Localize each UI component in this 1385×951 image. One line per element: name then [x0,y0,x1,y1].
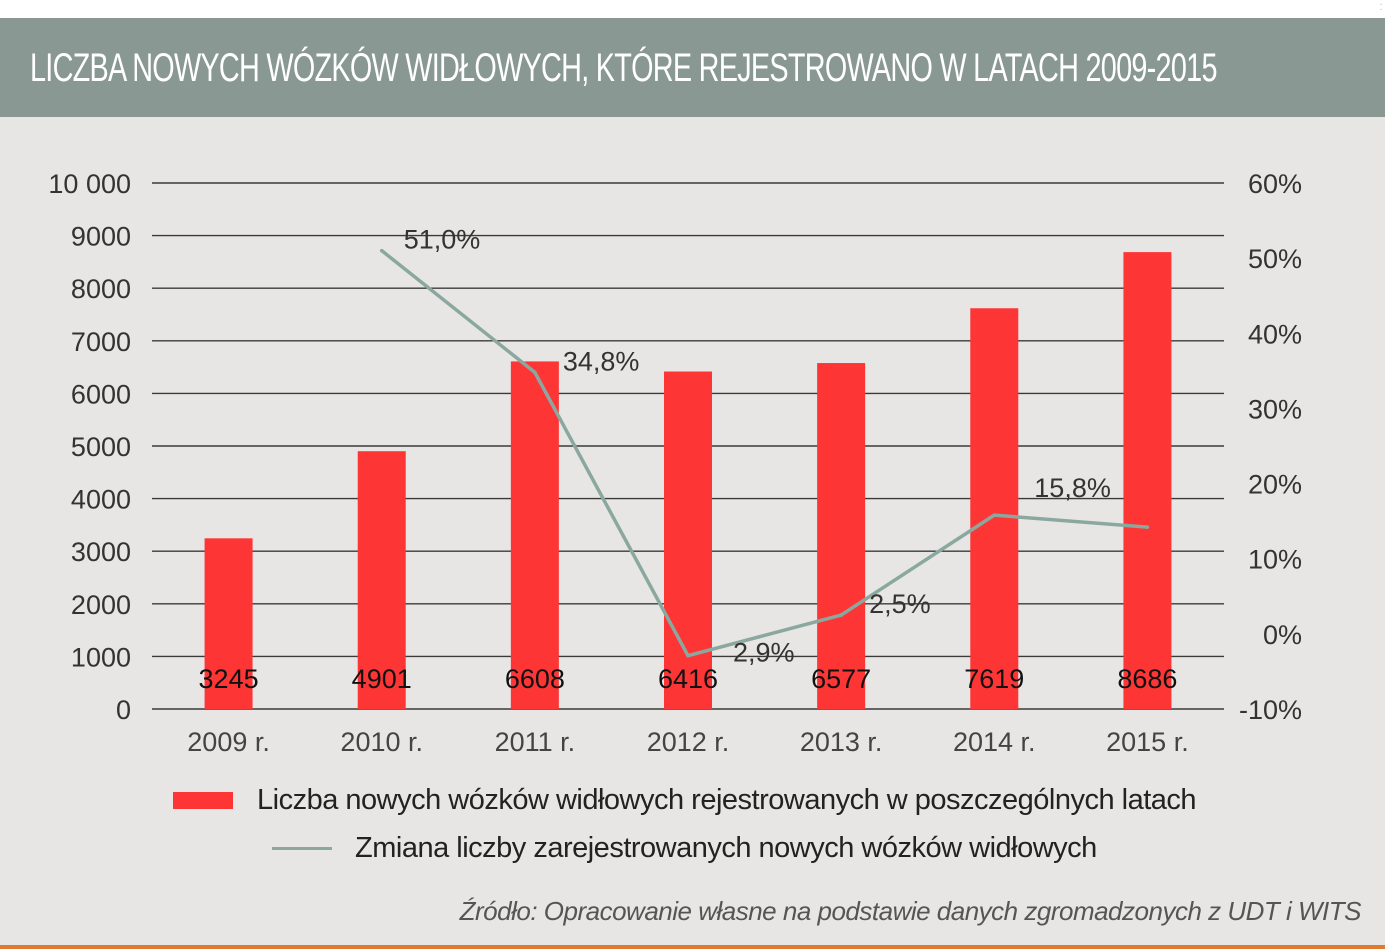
x-tick-label: 2010 r. [340,727,423,757]
line-series [379,248,1150,658]
bar [970,308,1019,709]
legend-label-bars: Liczba nowych wózków widłowych rejestrow… [257,783,1197,816]
legend-label-line: Zmiana liczby zarejestrowanych nowych wó… [355,831,1097,864]
bar-value-label: 3245 [199,664,259,694]
y-right-tick-label: 10% [1248,545,1302,575]
bar [204,538,253,709]
x-tick-label: 2013 r. [800,727,883,757]
bar [1123,252,1172,709]
y-left-tick-label: 8000 [71,274,131,304]
y-left-tick-label: 9000 [71,222,131,252]
line-value-label: 2,5% [869,589,931,619]
more-options-icon[interactable]: · · [1379,0,1383,15]
x-tick-label: 2009 r. [187,727,270,757]
source-note: Źródło: Opracowanie własne na podstawie … [459,896,1362,926]
y-left-tick-label: 7000 [71,327,131,357]
bar-value-label: 6416 [658,664,718,694]
y-left-tick-label: 0 [116,695,131,725]
bar-series [204,252,1172,709]
line-value-label: 34,8% [563,346,640,376]
bar-value-label: 8686 [1117,664,1177,694]
y-right-tick-label: 30% [1248,394,1302,424]
bar-value-label: 4901 [352,664,412,694]
line-value-label: 15,8% [1034,473,1111,503]
legend-item-bars: Liczba nowych wózków widłowych rejestrow… [173,781,1197,819]
bottom-accent-rule [0,945,1385,949]
line-point [839,613,843,617]
y-left-tick-label: 2000 [71,590,131,620]
legend-item-line: Zmiana liczby zarejestrowanych nowych wó… [272,829,1097,867]
y-right-tick-label: 60% [1248,169,1302,199]
bar [664,371,712,709]
y-left-tick-label: 6000 [71,379,131,409]
x-tick-label: 2014 r. [953,727,1036,757]
y-right-tick-label: 50% [1248,244,1302,274]
line-point [686,653,690,658]
line-point [992,513,997,517]
bar-value-label: 6577 [811,664,871,694]
x-tick-label: 2011 r. [495,727,576,757]
bar-value-label: 7619 [964,664,1024,694]
data-labels: 3245 4901 6608 6416 6577 7619 8686 51,0% 34,8% 2,… [199,225,1178,694]
x-tick-label: 2012 r. [647,727,730,757]
line-point [379,248,384,253]
axes: 0 1000 2000 3000 4000 5000 6000 7000 8000 9000 10 … [48,169,1302,757]
y-right-tick-label: 40% [1248,319,1302,349]
y-left-tick-label: 5000 [71,432,131,462]
bar-value-label: 6608 [505,664,565,694]
title-banner [0,18,1385,117]
line-value-label: 51,0% [404,225,481,255]
y-left-tick-label: 10 000 [48,169,131,199]
bar [510,361,559,709]
legend-swatch-bar [173,791,233,809]
y-right-tick-label: -10% [1239,695,1302,725]
line-point [533,370,537,375]
legend-swatch-line [272,846,332,850]
x-tick-label: 2015 r. [1106,727,1189,757]
bar [817,363,866,709]
y-right-tick-label: 0% [1263,620,1302,650]
y-left-tick-label: 4000 [71,485,131,515]
line-path [380,249,1148,658]
bar [357,451,406,709]
y-left-tick-label: 3000 [71,537,131,567]
line-point [1145,525,1150,529]
line-value-label: 2,9% [733,638,795,668]
y-left-tick-label: 1000 [71,642,131,672]
y-right-tick-label: 20% [1248,470,1302,500]
